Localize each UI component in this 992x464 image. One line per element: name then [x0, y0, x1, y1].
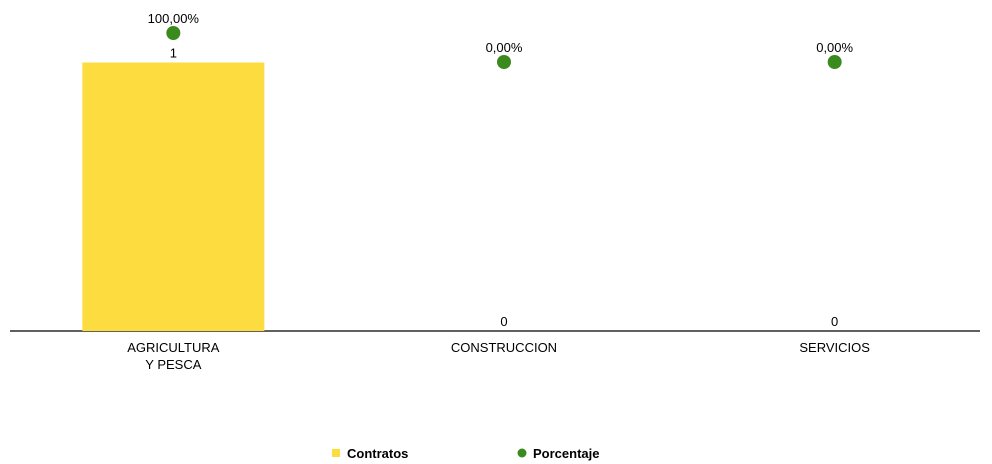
legend-label: Porcentaje [533, 446, 599, 461]
bar-value-label: 0 [500, 314, 507, 329]
point [827, 54, 842, 69]
point-value-label: 0,00% [816, 40, 853, 55]
point-value-label: 100,00% [148, 11, 200, 26]
bar-value-label: 0 [831, 314, 838, 329]
point [497, 54, 511, 69]
x-tick-label: SERVICIOS [799, 340, 870, 355]
point-value-label: 0,00% [486, 40, 523, 55]
legend-swatch [517, 448, 527, 458]
legend-label: Contratos [347, 446, 408, 461]
bar-value-label: 1 [170, 46, 177, 61]
x-tick-label: CONSTRUCCION [450, 340, 558, 355]
bar [82, 62, 265, 332]
legend-swatch [332, 449, 340, 457]
point [166, 26, 181, 40]
x-tick-label: AGRICULTURA Y PESCA [127, 340, 220, 372]
